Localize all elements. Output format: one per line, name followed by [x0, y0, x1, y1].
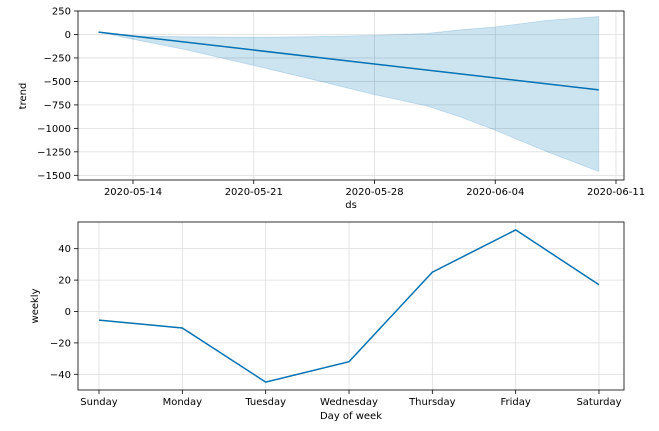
trend-y-tick-label: 250 [52, 7, 71, 18]
trend-y-tick-label: −250 [44, 53, 71, 64]
trend-y-tick-label: 0 [65, 30, 71, 41]
trend-x-tick-label: 2020-06-04 [466, 187, 524, 198]
weekly-y-tick-label: 20 [58, 276, 71, 287]
weekly-x-tick-label: Tuesday [244, 397, 286, 408]
trend-grid [78, 10, 624, 180]
trend-y-tick-label: −1500 [37, 171, 71, 182]
weekly-x-axis-label: Day of week [320, 411, 382, 422]
trend-y-tick-label: −1000 [37, 124, 71, 135]
trend-x-axis: 2020-05-14 2020-05-21 2020-05-28 2020-06-04… [104, 180, 645, 198]
trend-x-tick-label: 2020-06-11 [587, 187, 645, 198]
weekly-y-tick-label: 0 [65, 307, 71, 318]
weekly-x-tick-label: Saturday [576, 397, 621, 408]
trend-x-tick-label: 2020-05-14 [104, 187, 162, 198]
trend-x-tick-label: 2020-05-28 [345, 187, 403, 198]
weekly-grid [78, 222, 624, 390]
trend-y-tick-label: −750 [44, 100, 71, 111]
weekly-x-tick-label: Thursday [408, 397, 456, 408]
trend-y-tick-label: −500 [44, 77, 71, 88]
weekly-y-tick-label: 40 [58, 244, 71, 255]
trend-chart: 250 0 −250 −500 −750 −1000 −1250 −1500 2020-05-… [18, 7, 645, 212]
trend-plot-frame [77, 10, 625, 181]
trend-y-axis-label: trend [18, 83, 29, 110]
weekly-x-tick-label: Monday [163, 397, 203, 408]
weekly-x-axis: Sunday Monday Tuesday Wednesday Thursday Frid… [80, 390, 622, 408]
weekly-chart: 40 20 0 −20 −40 Sunday Monday Tuesday Wednesday… [30, 221, 625, 422]
trend-line [98, 31, 599, 91]
weekly-y-axis: 40 20 0 −20 −40 [50, 244, 78, 381]
weekly-y-axis-label: weekly [30, 288, 41, 323]
weekly-y-tick-label: −40 [50, 370, 71, 381]
weekly-x-tick-label: Friday [501, 397, 531, 408]
weekly-x-tick-label: Wednesday [320, 397, 378, 408]
weekly-x-tick-label: Sunday [80, 397, 117, 408]
trend-x-axis-label: ds [345, 200, 357, 211]
weekly-line [98, 229, 600, 383]
weekly-plot-frame [77, 221, 625, 391]
trend-x-tick-label: 2020-05-21 [225, 187, 283, 198]
weekly-y-tick-label: −20 [50, 338, 71, 349]
trend-y-tick-label: −1250 [37, 147, 71, 158]
trend-uncertainty-band [98, 16, 600, 173]
trend-y-axis: 250 0 −250 −500 −750 −1000 −1250 −1500 [37, 7, 78, 182]
